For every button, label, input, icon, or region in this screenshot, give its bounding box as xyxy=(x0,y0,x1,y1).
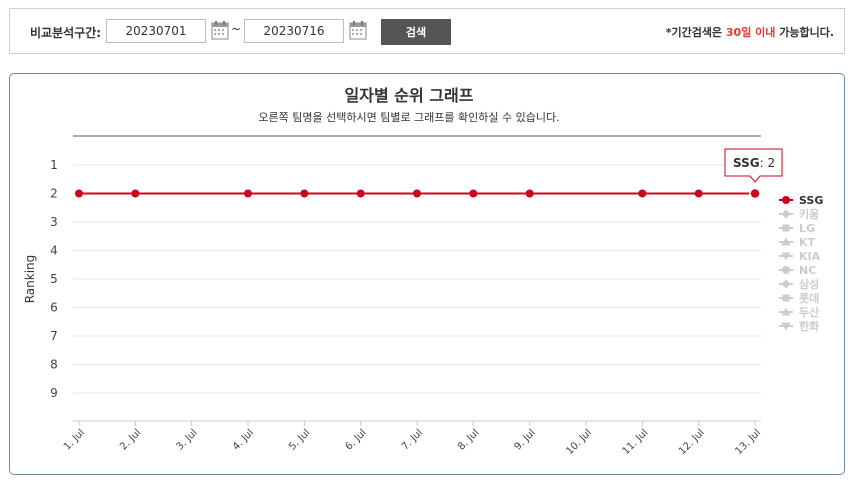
tooltip-series: SSG xyxy=(733,156,760,170)
period-label: 비교분석구간: xyxy=(30,26,102,40)
legend-marker xyxy=(782,196,790,204)
data-point xyxy=(413,189,421,198)
tooltip-value: 2 xyxy=(767,156,775,170)
y-tick-label: 6 xyxy=(50,301,58,315)
legend-marker xyxy=(781,322,791,331)
x-tick-label: 8. Jul xyxy=(456,427,481,452)
notice-highlight: 30일 이내 xyxy=(725,26,776,39)
legend-item-5[interactable]: NC xyxy=(779,264,816,277)
y-tick-label: 2 xyxy=(50,187,58,201)
data-point xyxy=(694,189,703,198)
x-tick-label: 12. Jul xyxy=(677,427,707,457)
x-tick-label: 10. Jul xyxy=(564,427,594,457)
date-separator: ~ xyxy=(231,22,242,36)
x-tick-label: 7. Jul xyxy=(400,427,425,452)
legend-label: 롯데 xyxy=(799,291,819,305)
legend-item-3[interactable]: KT xyxy=(779,236,816,249)
legend-item-8[interactable]: 두산 xyxy=(779,305,819,319)
notice-prefix: *기간검색은 xyxy=(665,26,726,39)
start-date-input[interactable] xyxy=(106,19,206,43)
legend-marker xyxy=(782,224,790,232)
legend-marker xyxy=(782,266,790,274)
legend-item-9[interactable]: 한화 xyxy=(779,319,819,333)
data-point xyxy=(75,189,83,198)
legend-label: LG xyxy=(799,222,815,235)
data-point xyxy=(749,187,761,200)
legend-item-1[interactable]: 키움 xyxy=(779,207,819,221)
legend-label: 한화 xyxy=(799,319,819,333)
data-point xyxy=(131,189,140,198)
tooltip-box xyxy=(724,148,783,183)
y-axis-label: Ranking xyxy=(23,255,37,304)
data-point xyxy=(356,189,365,198)
legend-marker xyxy=(781,252,791,261)
start-calendar-icon[interactable] xyxy=(211,20,229,40)
data-point xyxy=(244,189,252,198)
x-tick-label: 9. Jul xyxy=(512,427,537,452)
legend-label: KIA xyxy=(799,250,821,263)
data-point xyxy=(300,189,309,198)
y-tick-label: 1 xyxy=(50,158,58,172)
search-button[interactable]: 검색 xyxy=(381,19,451,45)
chart-panel xyxy=(9,73,845,475)
tooltip-separator: : xyxy=(760,156,768,170)
legend-label: NC xyxy=(799,264,816,277)
notice-suffix: 가능합니다. xyxy=(775,26,834,39)
legend-marker xyxy=(781,307,791,316)
x-tick-label: 2. Jul xyxy=(118,427,143,452)
y-tick-label: 5 xyxy=(50,272,58,286)
legend-label: KT xyxy=(799,236,816,249)
y-tick-label: 3 xyxy=(50,215,58,229)
legend-item-2[interactable]: LG xyxy=(779,222,815,235)
x-tick-label: 6. Jul xyxy=(343,427,368,452)
x-tick-label: 11. Jul xyxy=(621,427,651,457)
grid-lines xyxy=(73,135,761,422)
y-tick-label: 8 xyxy=(50,358,58,372)
tooltip-text: SSG: 2 xyxy=(733,156,775,170)
y-tick-label: 4 xyxy=(50,244,58,258)
legend-item-0[interactable]: SSG xyxy=(779,194,823,207)
series-layer xyxy=(75,187,761,200)
tooltip: SSG: 2 xyxy=(724,148,783,183)
data-point xyxy=(525,189,534,198)
legend-label: SSG xyxy=(799,194,823,207)
legend-item-7[interactable]: 롯데 xyxy=(779,291,819,305)
data-point xyxy=(469,189,478,198)
y-tick-label: 9 xyxy=(50,386,58,400)
legend-item-6[interactable]: 삼성 xyxy=(779,277,819,291)
end-calendar-icon[interactable] xyxy=(349,20,367,40)
x-tick-label: 3. Jul xyxy=(174,427,199,452)
legend-label: 삼성 xyxy=(799,277,819,291)
x-tick-label: 1. Jul xyxy=(62,427,87,452)
period-notice: *기간검색은 30일 이내 가능합니다. xyxy=(666,24,834,40)
end-date-input[interactable] xyxy=(244,19,344,43)
legend-item-4[interactable]: KIA xyxy=(779,250,821,263)
legend-label: 키움 xyxy=(799,207,819,221)
filter-bar: 비교분석구간: ~ 검색 *기간검색은 30일 이내 가능합니다. xyxy=(9,8,845,54)
legend-marker xyxy=(782,294,790,302)
legend-marker xyxy=(781,209,791,219)
legend-label: 두산 xyxy=(799,305,819,319)
x-tick-label: 4. Jul xyxy=(231,427,256,452)
legend-marker xyxy=(781,237,791,246)
legend-marker xyxy=(781,279,791,289)
x-tick-label: 13. Jul xyxy=(733,427,763,457)
y-tick-label: 7 xyxy=(50,329,58,343)
x-tick-label: 5. Jul xyxy=(287,427,312,452)
chart-title: 일자별 순위 그래프 xyxy=(345,86,474,105)
chart-subtitle: 오른쪽 팀명을 선택하시면 팀별로 그래프를 확인하실 수 있습니다. xyxy=(258,110,559,124)
data-point xyxy=(638,189,647,198)
